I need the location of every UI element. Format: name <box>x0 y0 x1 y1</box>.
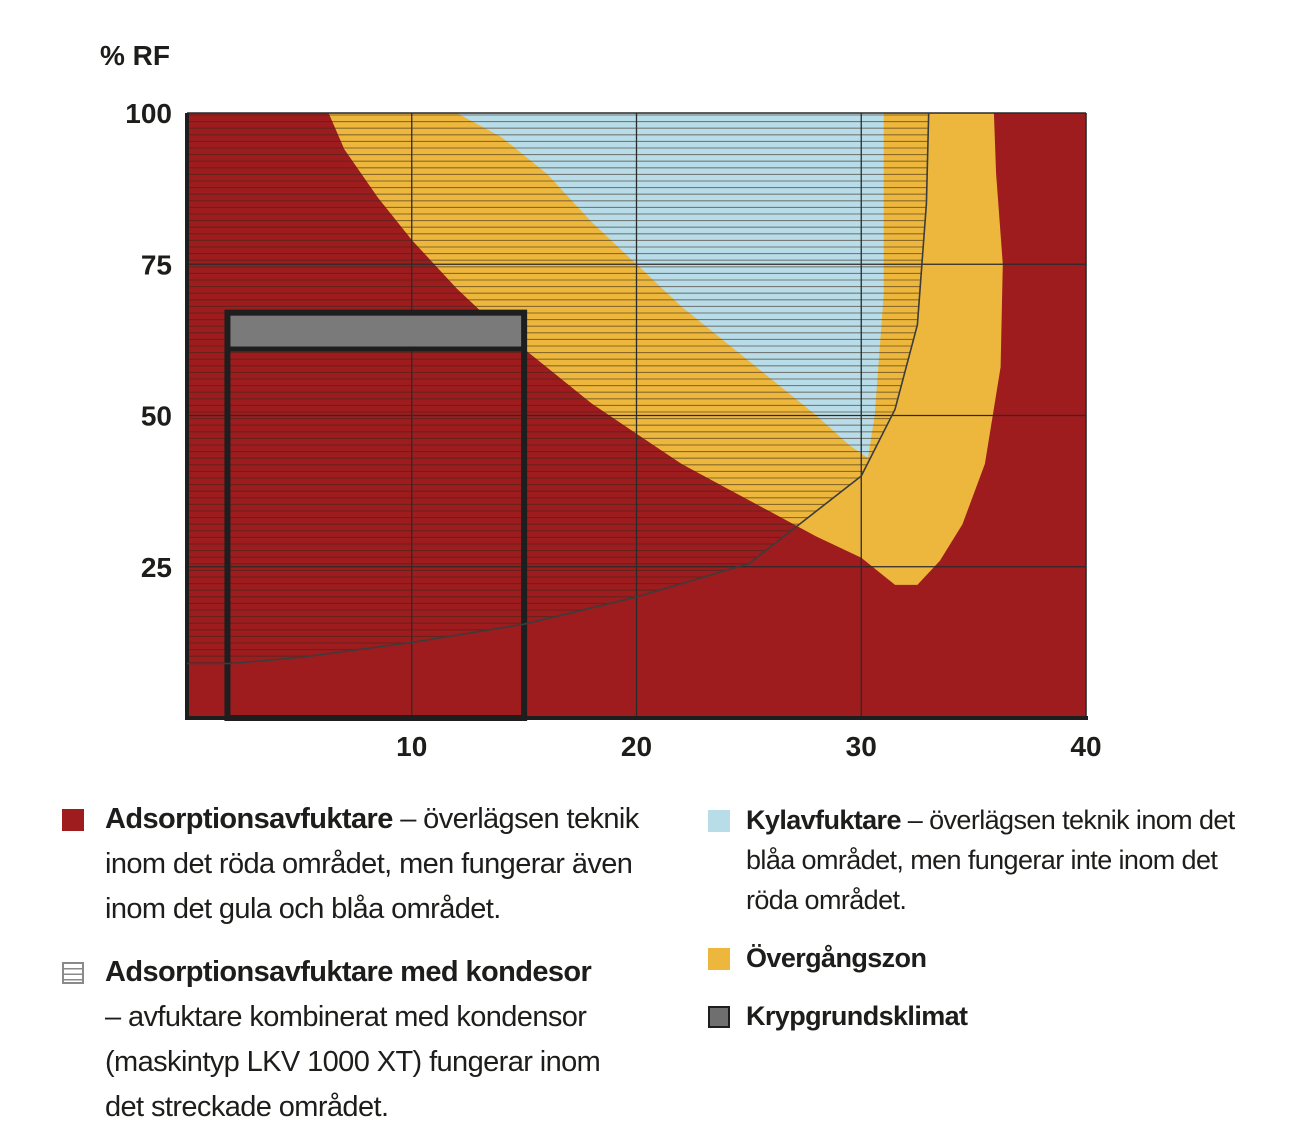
light-blue-square-icon <box>708 810 730 832</box>
grid <box>187 112 1087 718</box>
red-square-icon <box>62 809 84 831</box>
legend-text: Krypgrundsklimat <box>746 996 968 1036</box>
legend-description: inom det gula och blåa området. <box>105 893 501 925</box>
legend-description: inom det röda området, men fungerar även <box>105 848 633 880</box>
x-tick-label: 30 <box>846 731 877 762</box>
gray-square-icon <box>708 1006 730 1028</box>
y-tick-label: 100 <box>125 98 172 129</box>
legend-description: röda området. <box>746 885 907 915</box>
legend-description: det streckade området. <box>105 1091 389 1123</box>
legend-description: blåa området, men fungerar inte inom det <box>746 845 1218 875</box>
x-tick-label: 20 <box>621 731 652 762</box>
legend-title: Krypgrundsklimat <box>746 1001 968 1031</box>
crawlspace-band <box>227 312 525 349</box>
legend-item: Övergångszon <box>708 938 927 978</box>
legend-text: Adsorptionsavfuktare med kondesor – avfuk… <box>105 950 601 1130</box>
legend-description: – överlägsen teknik <box>392 803 639 835</box>
y-tick-labels: 100 75 50 25 <box>125 98 172 583</box>
y-tick-label: 50 <box>141 401 172 432</box>
legend-title: Övergångszon <box>746 943 927 973</box>
legend-title: Kylavfuktare <box>746 805 901 835</box>
x-tick-label: 10 <box>396 731 427 762</box>
chart: % RF 100 75 50 25 10 20 30 40 <box>100 40 1102 762</box>
legend-text: Kylavfuktare – överlägsen teknik inom de… <box>746 800 1235 920</box>
legend-item: Adsorptionsavfuktare – överlägsen teknik… <box>62 797 639 932</box>
legend-title: Adsorptionsavfuktare med kondesor <box>105 956 592 988</box>
legend-text: Adsorptionsavfuktare – överlägsen teknik… <box>105 797 639 932</box>
legend-description: – avfuktare kombinerat med kondensor <box>105 1001 587 1033</box>
legend-title: Adsorptionsavfuktare <box>105 803 393 835</box>
y-axis-label: % RF <box>100 40 170 71</box>
region-blue <box>456 113 884 458</box>
legend-item: Adsorptionsavfuktare med kondesor – avfuk… <box>62 950 601 1130</box>
legend-text: Övergångszon <box>746 938 927 978</box>
y-tick-label: 75 <box>141 249 172 280</box>
hatch-boundary-curve <box>187 112 930 665</box>
axes <box>185 113 1088 720</box>
hatched-square-icon <box>62 962 84 984</box>
y-tick-label: 25 <box>141 552 172 583</box>
legend-description: (maskintyp LKV 1000 XT) fungerar inom <box>105 1046 601 1078</box>
x-tick-labels: 10 20 30 40 <box>396 731 1101 762</box>
x-tick-label: 40 <box>1070 731 1101 762</box>
legend-item: Kylavfuktare – överlägsen teknik inom de… <box>708 800 1235 920</box>
legend-description: – överlägsen teknik inom det <box>900 805 1236 835</box>
legend-item: Krypgrundsklimat <box>708 996 968 1036</box>
yellow-square-icon <box>708 948 730 970</box>
